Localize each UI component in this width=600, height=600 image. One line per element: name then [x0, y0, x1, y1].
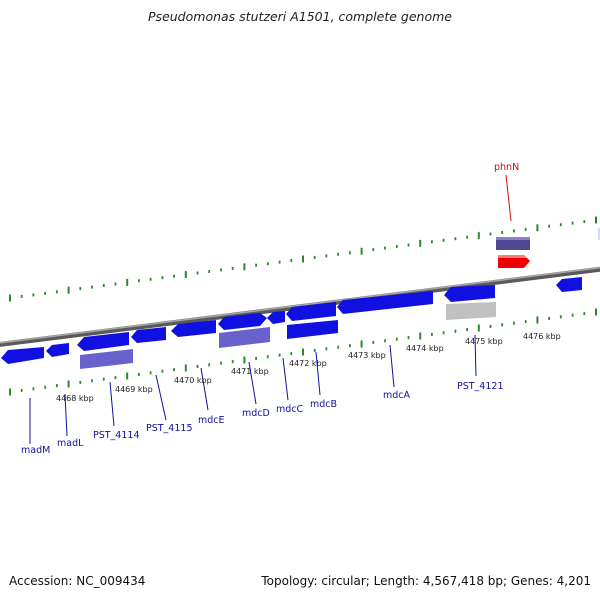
kbp-label: 4470 kbp — [174, 376, 212, 385]
gene-label-mdcB[interactable]: mdcB — [310, 399, 337, 410]
kbp-label: 4474 kbp — [406, 344, 444, 353]
upper-tick-track — [9, 216, 597, 302]
gene-arrow-unnamed[interactable] — [556, 277, 582, 292]
topology-text: Topology: circular; Length: 4,567,418 bp… — [261, 574, 591, 588]
kbp-label: 4473 kbp — [348, 351, 386, 360]
gene-arrow-mdcA[interactable] — [337, 291, 433, 314]
gene-label-phnN[interactable]: phnN — [494, 162, 519, 173]
gene-label-mdcD[interactable]: mdcD — [242, 408, 270, 419]
kbp-ruler: 4468 kbp 4469 kbp 4470 kbp 4471 kbp 4472… — [56, 332, 561, 403]
gene-label-mdcC[interactable]: mdcC — [276, 404, 304, 415]
gene-arrow-mdcB[interactable] — [286, 302, 336, 321]
rna-bar-mdcB[interactable] — [287, 320, 338, 339]
phnN-rna-bar-shade — [496, 237, 530, 240]
gene-labels: madM madL PST_4114 PST_4115 mdcE mdcD md… — [21, 162, 519, 456]
gene-label-PST_4115[interactable]: PST_4115 — [146, 423, 193, 434]
phnN-leader — [505, 174, 512, 222]
gene-arrow-PST_4121[interactable] — [444, 285, 495, 302]
gene-leaders — [29, 334, 477, 444]
accession-text: Accession: NC_009434 — [9, 574, 146, 588]
gene-arrow-mdcC[interactable] — [267, 311, 285, 324]
gene-label-PST_4121[interactable]: PST_4121 — [457, 381, 504, 392]
gene-label-madL[interactable]: madL — [57, 438, 84, 449]
genome-title: Pseudomonas stutzeri A1501, complete gen… — [148, 9, 452, 24]
kbp-label: 4472 kbp — [289, 359, 327, 368]
phnN-rna-bar[interactable] — [496, 237, 530, 250]
kbp-label: 4468 kbp — [56, 394, 94, 403]
rna-bar-PST_4114[interactable] — [80, 349, 133, 369]
gene-label-PST_4114[interactable]: PST_4114 — [93, 430, 140, 441]
phnN-gene-shade — [498, 255, 527, 258]
gene-track — [1, 277, 582, 369]
gene-label-mdcA[interactable]: mdcA — [383, 390, 411, 401]
gene-arrow-madM[interactable] — [1, 347, 44, 364]
gene-arrow-PST_4115[interactable] — [131, 327, 166, 343]
kbp-label: 4469 kbp — [115, 385, 153, 394]
pseudo-bar-PST_4121[interactable] — [446, 302, 496, 320]
gene-arrow-mdcE[interactable] — [171, 320, 216, 337]
gene-arrow-mdcD[interactable] — [218, 313, 267, 330]
kbp-label: 4475 kbp — [465, 337, 503, 346]
rna-bar-mdcD[interactable] — [219, 327, 270, 348]
kbp-label: 4471 kbp — [231, 367, 269, 376]
upper-features — [496, 228, 600, 268]
gene-label-mdcE[interactable]: mdcE — [198, 415, 225, 426]
kbp-label: 4476 kbp — [523, 332, 561, 341]
lower-tick-track — [9, 308, 597, 396]
gene-arrow-PST_4114[interactable] — [77, 332, 129, 351]
phnN-gene[interactable] — [498, 255, 530, 268]
gene-arrow-madL[interactable] — [46, 343, 69, 357]
gene-label-madM[interactable]: madM — [21, 445, 50, 456]
